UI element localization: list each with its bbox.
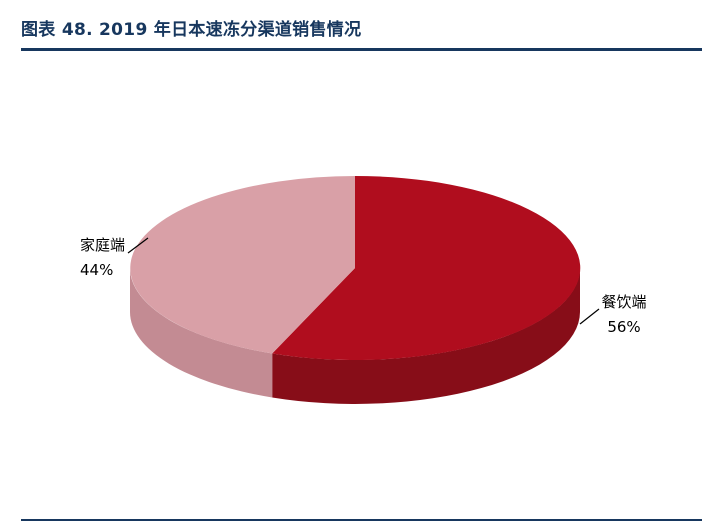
leader-line-household — [127, 237, 149, 254]
callout-household-name: 家庭端 — [80, 236, 126, 254]
pie-slice-1-top — [130, 176, 355, 354]
leader-line-catering — [579, 308, 600, 325]
callout-catering-name: 餐饮端 — [601, 293, 647, 311]
bottom-divider — [21, 519, 702, 521]
callout-catering: 餐饮端 56% — [594, 290, 654, 340]
pie-slice-0-top — [272, 175, 581, 360]
pie-slice-1-side — [130, 268, 273, 398]
title-divider — [21, 48, 702, 51]
callout-household: 家庭端 44% — [80, 233, 125, 283]
chart-title: 图表 48. 2019 年日本速冻分渠道销售情况 — [21, 20, 362, 40]
pie-slice-0-side — [272, 268, 580, 404]
callout-household-value: 44% — [80, 261, 114, 279]
pie-chart — [130, 175, 581, 404]
callout-catering-value: 56% — [607, 318, 641, 336]
